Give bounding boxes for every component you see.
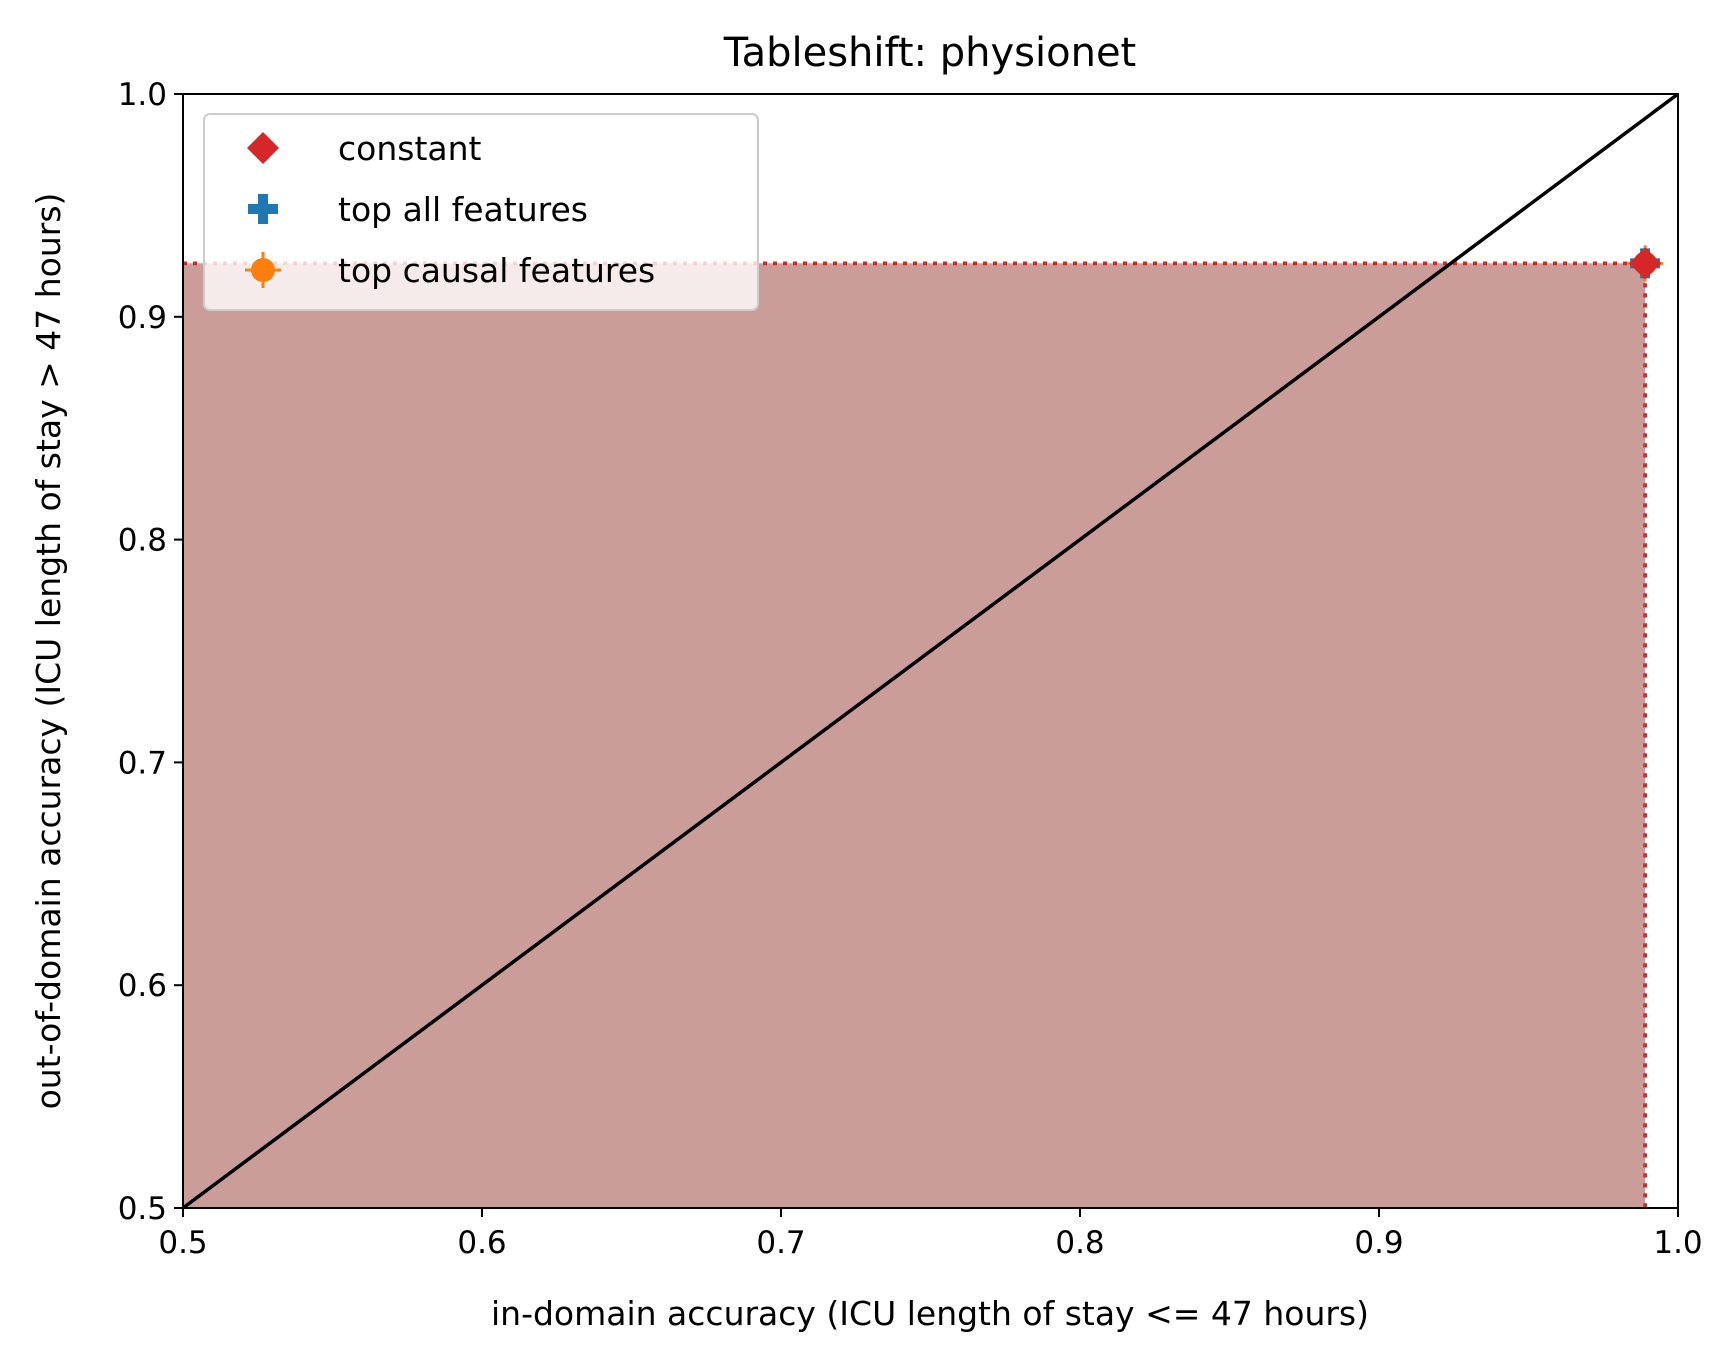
- x-tick-label: 1.0: [1653, 1225, 1702, 1261]
- y-tick-label: 0.9: [118, 300, 167, 336]
- diagonal-line: [181, 92, 1680, 1210]
- y-tick-label: 0.7: [118, 745, 167, 781]
- chart-title: Tableshift: physionet: [723, 30, 1136, 76]
- data-points: [1627, 245, 1664, 282]
- x-axis-label: in-domain accuracy (ICU length of stay <…: [491, 1294, 1369, 1333]
- point-constant: [1629, 247, 1662, 280]
- y-axis-ticks: 0.5 0.6 0.7 0.8 0.9 1.0: [118, 77, 183, 1227]
- region-top-all-features: [183, 263, 1646, 1208]
- y-tick-label: 0.6: [118, 968, 167, 1004]
- region-constant: [183, 263, 1646, 1208]
- x-tick-label: 0.5: [158, 1225, 207, 1261]
- plot-frame: [182, 93, 1679, 1209]
- legend-label: top all features: [338, 190, 588, 229]
- region-top-causal-features: [183, 263, 1646, 1208]
- legend-label: constant: [338, 129, 482, 168]
- y-tick-label: 0.8: [118, 523, 167, 559]
- legend-marker-top-all-features: [248, 194, 278, 224]
- legend-marker-constant: [247, 132, 279, 164]
- x-tick-label: 0.8: [1055, 1225, 1104, 1261]
- legend-marker-top-causal-features: [245, 252, 281, 288]
- legend-label: top causal features: [338, 251, 655, 290]
- x-tick-label: 0.9: [1354, 1225, 1403, 1261]
- x-axis-ticks: 0.5 0.6 0.7 0.8 0.9 1.0: [158, 1208, 1703, 1261]
- legend-box: [203, 113, 759, 311]
- legend: constant top all features top causal featu…: [203, 113, 759, 311]
- x-tick-label: 0.7: [756, 1225, 805, 1261]
- accuracy-regions: [183, 263, 1646, 1208]
- x-tick-label: 0.6: [457, 1225, 506, 1261]
- y-tick-label: 1.0: [118, 77, 167, 113]
- y-axis-label: out-of-domain accuracy (ICU length of st…: [29, 193, 68, 1110]
- y-tick-label: 0.5: [118, 1191, 167, 1227]
